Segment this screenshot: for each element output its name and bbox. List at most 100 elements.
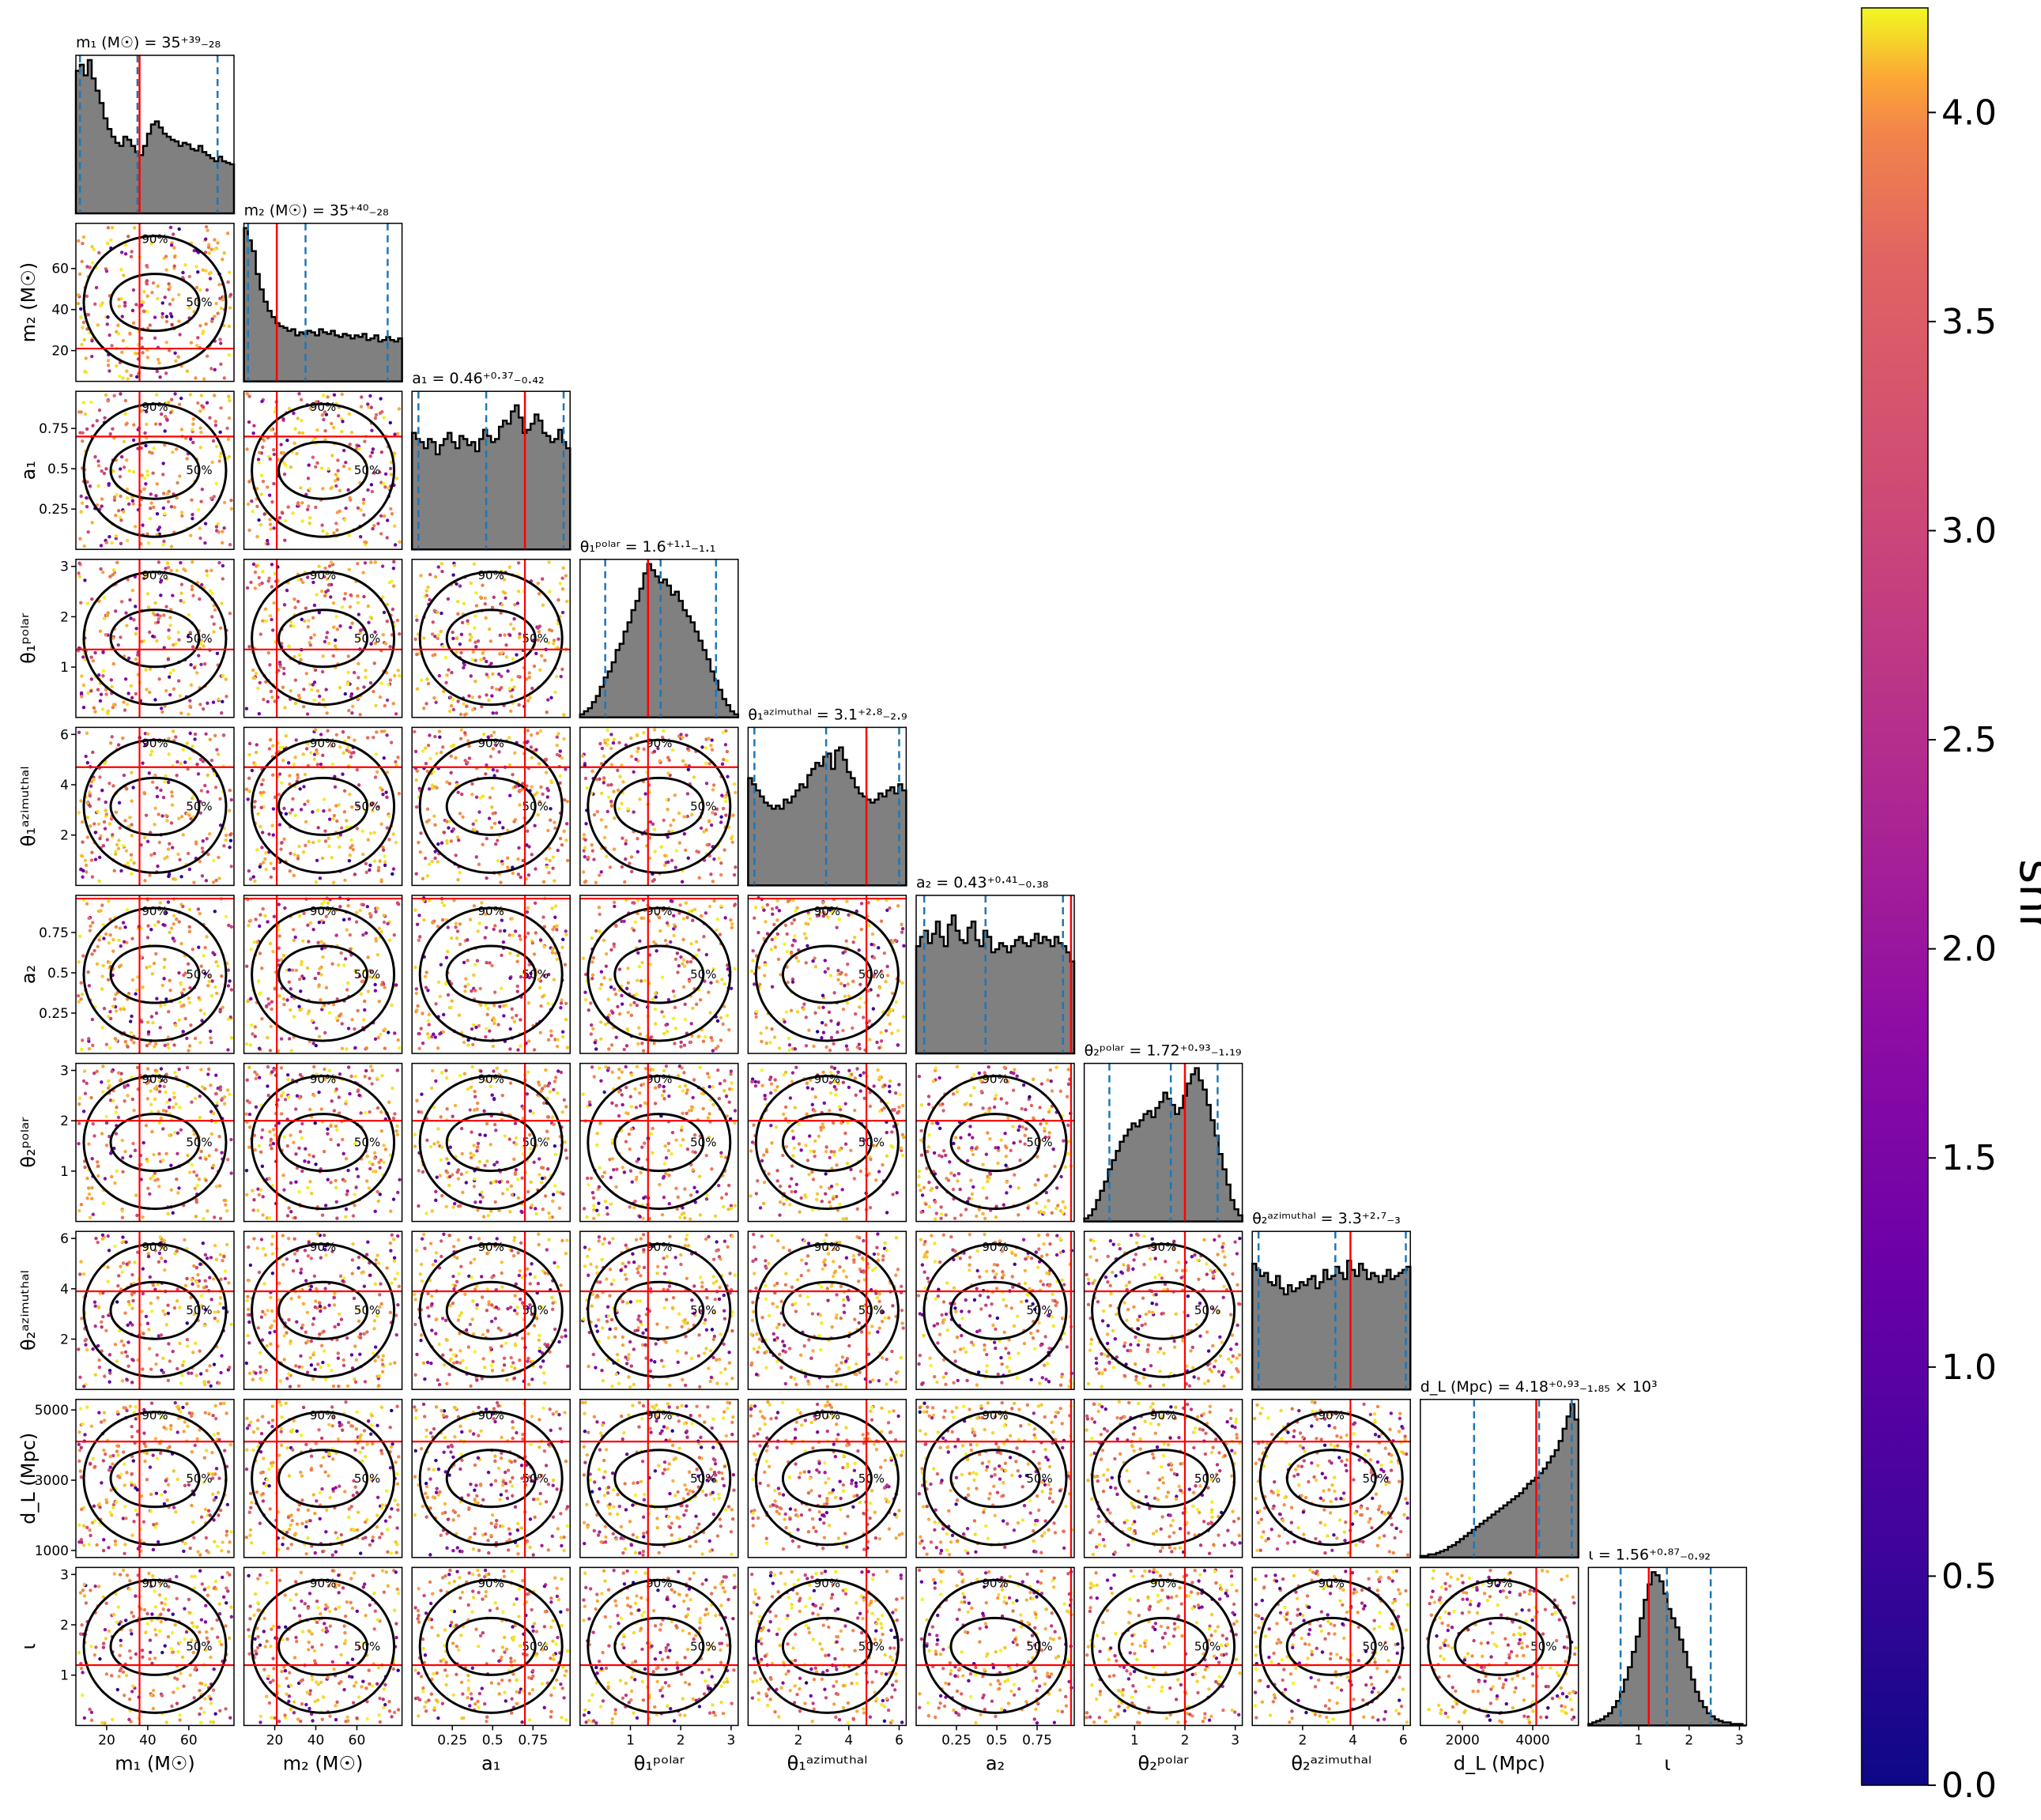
scatter-point <box>263 607 268 611</box>
scatter-point <box>609 782 613 787</box>
scatter-point <box>368 868 372 872</box>
scatter-point <box>77 1121 81 1125</box>
contour-label-50: 50% <box>523 1136 549 1150</box>
scatter-point <box>482 656 486 661</box>
scatter-point <box>629 754 634 759</box>
scatter-point <box>628 1205 632 1209</box>
scatter-point <box>828 974 833 978</box>
scatter-point <box>164 315 169 318</box>
scatter-point <box>77 730 81 735</box>
scatter-point <box>144 573 148 578</box>
scatter-point <box>258 991 262 995</box>
scatter-point <box>268 1143 273 1147</box>
scatter-point <box>368 394 372 398</box>
scatter-point <box>843 994 847 998</box>
scatter-point <box>841 1007 846 1012</box>
scatter-point <box>144 668 148 672</box>
scatter-point <box>430 1068 435 1073</box>
scatter-point <box>516 1048 520 1052</box>
scatter-point <box>805 944 809 948</box>
scatter-point <box>178 1106 182 1110</box>
y-tick-label: 0.25 <box>39 502 69 518</box>
scatter-point <box>268 614 273 618</box>
scatter-point <box>488 796 492 800</box>
scatter-point <box>302 619 307 624</box>
scatter-point <box>134 988 139 993</box>
scatter-point <box>469 674 473 678</box>
scatter-point <box>346 1168 350 1173</box>
scatter-point <box>77 934 82 938</box>
scatter-point <box>466 959 470 963</box>
scatter-point <box>209 1036 213 1040</box>
scatter-point <box>539 1004 543 1008</box>
scatter-point <box>187 1049 191 1053</box>
scatter-point <box>456 790 460 794</box>
scatter-point <box>616 1004 620 1008</box>
scatter-point <box>317 838 321 843</box>
scatter-point <box>88 1215 92 1219</box>
scatter-point <box>389 507 393 511</box>
scatter-point <box>550 1115 555 1119</box>
scatter-point <box>529 733 534 737</box>
scatter-point <box>543 1084 547 1088</box>
scatter-point <box>206 245 211 250</box>
scatter-point <box>350 621 354 625</box>
contour-label-90: 90% <box>141 232 168 247</box>
scatter-point <box>253 1025 258 1029</box>
histogram-panel-th1a: θ₁ᵃᶻⁱᵐᵘᵗʰᵃˡ = 3.1⁺²·⁸₋₂.₉ <box>747 706 907 887</box>
scatter-point <box>557 754 562 758</box>
scatter-point <box>87 1037 91 1041</box>
scatter-point <box>498 633 502 637</box>
scatter-point <box>719 861 723 865</box>
scatter-point <box>786 980 790 985</box>
scatter-point <box>161 1127 165 1131</box>
scatter-point <box>704 761 708 766</box>
scatter-point <box>368 1160 372 1164</box>
scatter-point <box>198 288 202 292</box>
scatter-point <box>560 576 564 580</box>
scatter-point <box>246 797 250 801</box>
scatter-point <box>222 1198 226 1203</box>
scatter-point <box>704 782 709 786</box>
scatter-point <box>857 1042 861 1046</box>
scatter-point <box>134 1193 138 1197</box>
scatter-point <box>123 925 127 929</box>
scatter-point <box>490 805 494 809</box>
scatter-point <box>553 1144 557 1148</box>
scatter-point <box>699 914 704 918</box>
scatter-point <box>534 1207 538 1211</box>
scatter-point <box>208 1029 213 1034</box>
scatter-point <box>351 1214 356 1218</box>
scatter-point <box>312 633 316 637</box>
scatter-point <box>594 880 598 885</box>
scatter-point <box>179 598 183 603</box>
scatter-point <box>306 477 311 480</box>
scatter-point <box>477 862 481 866</box>
scatter-point <box>662 818 666 823</box>
scatter-point <box>258 865 262 869</box>
scatter-point <box>449 936 454 940</box>
histogram-panel-m2: m₂ (M☉) = 35⁺⁴⁰₋₂₈ <box>243 202 403 382</box>
scatter-point <box>428 1144 433 1149</box>
scatter-point <box>319 733 323 737</box>
scatter-point <box>652 878 657 882</box>
scatter-point <box>338 1072 342 1076</box>
scatter-point <box>440 1145 444 1149</box>
scatter-point <box>292 1015 296 1019</box>
scatter-point <box>281 416 285 421</box>
scatter-point <box>286 1073 290 1077</box>
scatter-point <box>348 443 352 447</box>
scatter-point <box>96 1174 100 1178</box>
scatter-point <box>217 530 221 534</box>
scatter-point <box>673 957 678 961</box>
scatter-point <box>395 1132 400 1137</box>
scatter-point <box>221 733 226 737</box>
scatter-point <box>526 906 530 910</box>
scatter-point <box>287 980 292 984</box>
scatter-point <box>268 663 272 667</box>
scatter-point <box>299 398 304 401</box>
scatter-point <box>459 1172 463 1177</box>
scatter-point <box>159 593 163 597</box>
scatter-point <box>83 858 88 863</box>
scatter-point <box>368 1076 372 1080</box>
